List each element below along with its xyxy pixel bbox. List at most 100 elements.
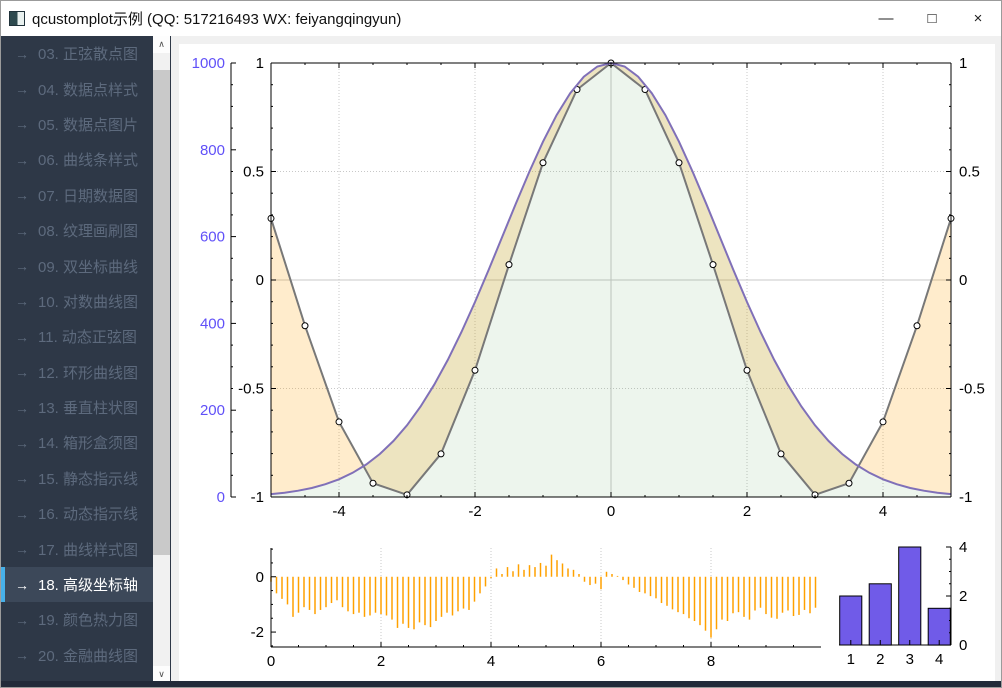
sidebar-item-label: 10. 对数曲线图 — [38, 293, 139, 311]
svg-text:-1: -1 — [251, 489, 264, 506]
sidebar-item[interactable]: → 15. 静态指示线 — [1, 461, 153, 496]
sidebar-item-label: 18. 高级坐标轴 — [38, 577, 139, 595]
svg-text:2: 2 — [377, 653, 385, 670]
sidebar-item[interactable]: → 17. 曲线样式图 — [1, 531, 153, 566]
scroll-down-icon[interactable]: ∨ — [153, 666, 170, 683]
sidebar-item[interactable]: → 18. 高级坐标轴 — [1, 566, 153, 603]
svg-text:800: 800 — [200, 142, 225, 159]
svg-text:1: 1 — [959, 55, 967, 72]
maximize-button[interactable]: □ — [927, 10, 937, 27]
sidebar-item-label: 04. 数据点样式 — [38, 81, 139, 99]
sidebar-item[interactable]: → 12. 环形曲线图 — [1, 355, 153, 390]
sidebar-item-label: 09. 双坐标曲线 — [38, 258, 139, 276]
sidebar-item[interactable]: → 08. 纹理画刷图 — [1, 213, 153, 248]
sidebar-item-label: 12. 环形曲线图 — [38, 364, 139, 382]
svg-text:600: 600 — [200, 229, 225, 246]
svg-text:8: 8 — [707, 653, 715, 670]
arrow-icon: → — [15, 81, 29, 98]
arrow-icon: → — [15, 258, 29, 275]
sidebar-item[interactable]: → 16. 动态指示线 — [1, 496, 153, 531]
sidebar-item[interactable]: → 03. 正弦散点图 — [1, 36, 153, 71]
svg-text:0.5: 0.5 — [243, 164, 264, 181]
svg-text:3: 3 — [906, 651, 914, 668]
sidebar-item-label: 19. 颜色热力图 — [38, 612, 139, 630]
sidebar-item-label: 13. 垂直柱状图 — [38, 400, 139, 418]
sidebar-item[interactable]: → 10. 对数曲线图 — [1, 284, 153, 319]
svg-text:-1: -1 — [959, 489, 972, 506]
sidebar-item[interactable]: → 13. 垂直柱状图 — [1, 390, 153, 425]
sidebar-item[interactable]: → 05. 数据点图片 — [1, 107, 153, 142]
svg-text:-4: -4 — [332, 503, 345, 520]
minimize-button[interactable]: — — [878, 10, 894, 27]
arrow-icon: → — [15, 364, 29, 381]
window-title: qcustomplot示例 (QQ: 517216493 WX: feiyang… — [32, 11, 402, 28]
svg-text:4: 4 — [935, 651, 943, 668]
svg-text:-0.5: -0.5 — [238, 381, 264, 398]
svg-text:4: 4 — [879, 503, 887, 520]
sidebar: → 03. 正弦散点图 → 04. 数据点样式 → 05. 数据点图片 → 06. 曲线条样式… — [1, 36, 171, 683]
sidebar-item[interactable]: → 11. 动态正弦图 — [1, 319, 153, 354]
svg-text:400: 400 — [200, 315, 225, 332]
svg-text:2: 2 — [876, 651, 884, 668]
sidebar-item-label: 14. 箱形盒须图 — [38, 435, 139, 453]
sidebar-item-label: 15. 静态指示线 — [38, 470, 139, 488]
arrow-icon: → — [15, 187, 29, 204]
svg-text:0: 0 — [267, 653, 275, 670]
svg-text:2: 2 — [743, 503, 751, 520]
arrow-icon: → — [15, 222, 29, 239]
svg-text:-0.5: -0.5 — [959, 381, 985, 398]
arrow-icon: → — [15, 505, 29, 522]
sidebar-item[interactable]: → 14. 箱形盒须图 — [1, 425, 153, 460]
sidebar-item[interactable]: → 09. 双坐标曲线 — [1, 248, 153, 283]
svg-text:200: 200 — [200, 402, 225, 419]
sidebar-item-label: 03. 正弦散点图 — [38, 46, 139, 64]
bottom-strip — [1, 681, 1001, 687]
sidebar-item[interactable]: → 19. 颜色热力图 — [1, 602, 153, 637]
arrow-icon: → — [15, 293, 29, 310]
scrollbar-thumb[interactable] — [153, 70, 170, 555]
sidebar-item-label: 20. 金融曲线图 — [38, 647, 139, 665]
arrow-icon: → — [15, 576, 29, 593]
arrow-icon: → — [15, 116, 29, 133]
sidebar-item-label: 07. 日期数据图 — [38, 187, 139, 205]
svg-text:0: 0 — [607, 503, 615, 520]
svg-text:1: 1 — [256, 55, 264, 72]
svg-text:0.5: 0.5 — [959, 164, 980, 181]
sidebar-item-label: 17. 曲线样式图 — [38, 541, 139, 559]
sidebar-item-label: 11. 动态正弦图 — [38, 329, 137, 347]
arrow-icon: → — [15, 45, 29, 62]
sidebar-item[interactable]: → 20. 金融曲线图 — [1, 638, 153, 673]
svg-text:1000: 1000 — [192, 55, 225, 72]
close-button[interactable]: × — [973, 10, 983, 27]
window-controls: — □ × — [863, 1, 1001, 36]
svg-text:0: 0 — [959, 272, 967, 289]
svg-text:0: 0 — [217, 489, 225, 506]
sidebar-scrollbar[interactable]: ∧ ∨ — [153, 36, 170, 683]
svg-text:0: 0 — [256, 272, 264, 289]
arrow-icon: → — [15, 647, 29, 664]
arrow-icon: → — [15, 434, 29, 451]
sidebar-item-label: 08. 纹理画刷图 — [38, 223, 139, 241]
svg-text:4: 4 — [487, 653, 495, 670]
sidebar-item[interactable]: → 06. 曲线条样式 — [1, 142, 153, 177]
sidebar-item-label: 05. 数据点图片 — [38, 116, 139, 134]
arrow-icon: → — [15, 541, 29, 558]
svg-text:6: 6 — [597, 653, 605, 670]
svg-text:0: 0 — [959, 637, 967, 654]
arrow-icon: → — [15, 328, 29, 345]
content-area: -4 -2 0 2 4 -1 -1 -0.5 -0.5 0 0 0.5 0.5 1 1 0 200 400 600 8… — [171, 36, 1001, 683]
plot-canvas[interactable]: -4 -2 0 2 4 -1 -1 -0.5 -0.5 0 0 0.5 0.5 1 1 0 200 400 600 8… — [179, 44, 995, 681]
sidebar-item[interactable]: → 07. 日期数据图 — [1, 178, 153, 213]
sidebar-menu: → 03. 正弦散点图 → 04. 数据点样式 → 05. 数据点图片 → 06. 曲线条样式… — [1, 36, 153, 673]
titlebar: qcustomplot示例 (QQ: 517216493 WX: feiyang… — [1, 1, 1001, 36]
svg-text:2: 2 — [959, 588, 967, 605]
arrow-icon: → — [15, 611, 29, 628]
svg-text:4: 4 — [959, 539, 967, 556]
svg-text:-2: -2 — [468, 503, 481, 520]
arrow-icon: → — [15, 399, 29, 416]
scroll-up-icon[interactable]: ∧ — [153, 36, 170, 53]
svg-text:-2: -2 — [251, 624, 264, 641]
app-icon — [9, 11, 25, 26]
sidebar-item[interactable]: → 04. 数据点样式 — [1, 71, 153, 106]
